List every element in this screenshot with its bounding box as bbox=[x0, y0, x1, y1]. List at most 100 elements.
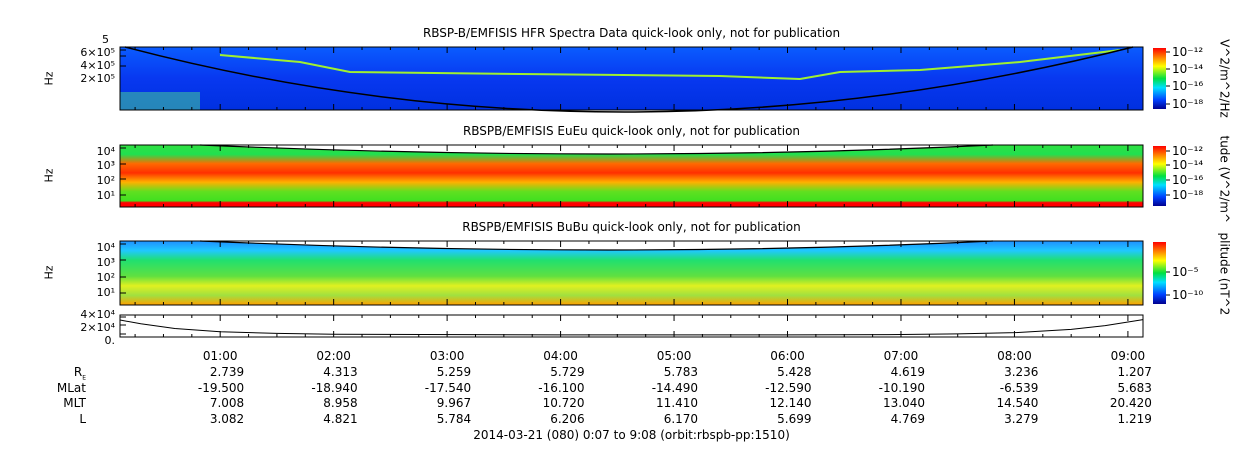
ephemeris-value: -19.500 bbox=[197, 380, 245, 395]
subscript: E bbox=[82, 374, 86, 382]
y-tick-top: 5 bbox=[102, 33, 109, 46]
colorbar-2 bbox=[1153, 146, 1166, 206]
time-label: 05:00 bbox=[656, 349, 692, 363]
ephemeris-value: 4.821 bbox=[323, 411, 358, 426]
ephemeris-value: -17.540 bbox=[424, 380, 472, 395]
fce-curve bbox=[199, 240, 994, 251]
panel-frame-1 bbox=[119, 46, 1144, 111]
colorbar-tick-label: 10⁻⁵ bbox=[1172, 265, 1199, 279]
colorbar-tick-label: 10⁻¹² bbox=[1172, 45, 1204, 59]
ephemeris-value: 12.140 bbox=[769, 396, 812, 410]
time-label: 09:00 bbox=[1110, 349, 1146, 363]
ephemeris-value: 5.783 bbox=[663, 365, 699, 379]
panel-frame-2 bbox=[119, 144, 1144, 208]
time-label: 01:00 bbox=[202, 349, 238, 363]
ephemeris-value: 8.958 bbox=[323, 396, 358, 410]
spectrogram-1 bbox=[120, 47, 1143, 110]
time-label: 07:00 bbox=[883, 349, 919, 363]
ephemeris-value: 5.699 bbox=[777, 411, 812, 426]
ephemeris-value: 4.769 bbox=[890, 411, 925, 426]
colorbar-label-1: V^2/m^2/Hz bbox=[1217, 38, 1232, 118]
data-line bbox=[119, 319, 1144, 336]
ephemeris-row-label: MLat bbox=[56, 380, 86, 395]
spectrogram-3 bbox=[120, 241, 1143, 305]
y-axis-label-2: Hz bbox=[42, 168, 56, 183]
colorbar-tick-label: 10⁻¹⁴ bbox=[1172, 62, 1204, 76]
ephemeris-value: 10.720 bbox=[542, 396, 585, 410]
ephemeris-value: 2.739 bbox=[209, 365, 245, 379]
y-tick-label: 10⁴ bbox=[96, 145, 115, 158]
colorbar-tick-label: 10⁻¹⁸ bbox=[1172, 97, 1204, 111]
y-tick-label: 10¹ bbox=[96, 286, 115, 299]
panel-title-3: RBSPB/EMFISIS BuBu quick-look only, not … bbox=[462, 220, 801, 234]
colorbar-tick-label: 10⁻¹⁶ bbox=[1172, 173, 1204, 187]
fce-curve bbox=[124, 46, 1134, 113]
colorbar-label-2: tude (V^2/m^ bbox=[1217, 135, 1232, 224]
fce-curve bbox=[199, 144, 994, 155]
y-tick-label: 10² bbox=[96, 271, 115, 284]
colorbar-label-3: plitude (nT^2 bbox=[1217, 232, 1232, 316]
panel-title-1: RBSP-B/EMFISIS HFR Spectra Data quick-lo… bbox=[422, 26, 841, 40]
ephemeris-value: 5.729 bbox=[550, 365, 585, 379]
emission-band-line bbox=[219, 49, 1121, 81]
panel-title-2: RBSPB/EMFISIS EuEu quick-look only, not … bbox=[462, 124, 801, 138]
colorbar-tick-label: 10⁻¹⁰ bbox=[1172, 288, 1204, 302]
ephemeris-value: 3.236 bbox=[1004, 365, 1039, 379]
ephemeris-value: -10.190 bbox=[878, 380, 925, 395]
ephemeris-row-label: L bbox=[79, 411, 86, 426]
ephemeris-value: 20.420 bbox=[1109, 396, 1152, 410]
ephemeris-value: 1.207 bbox=[1117, 365, 1152, 379]
ephemeris-row-label: MLT bbox=[63, 396, 86, 410]
ephemeris-value: 3.279 bbox=[1004, 411, 1039, 426]
ephemeris-value: 14.540 bbox=[996, 396, 1039, 410]
colorbar-3 bbox=[1153, 242, 1166, 304]
colorbar-tick-label: 10⁻¹⁴ bbox=[1172, 158, 1204, 172]
ephemeris-value: 5.428 bbox=[777, 365, 812, 379]
y-tick-label: 10³ bbox=[96, 159, 115, 172]
footer-caption: 2014-03-21 (080) 0:07 to 9:08 (orbit:rbs… bbox=[473, 428, 790, 442]
ephemeris-value: 4.313 bbox=[323, 365, 358, 379]
panel-frame-3 bbox=[119, 240, 1144, 306]
time-label: 03:00 bbox=[429, 349, 465, 363]
y-tick-label: 6×10⁵ bbox=[80, 46, 115, 59]
ephemeris-value: 9.967 bbox=[436, 396, 472, 410]
y-tick-label: 10⁴ bbox=[96, 241, 115, 254]
ephemeris-value: -14.490 bbox=[651, 380, 699, 395]
time-label: 06:00 bbox=[770, 349, 805, 363]
y-axis-label-1: Hz bbox=[42, 70, 56, 86]
colorbar-1 bbox=[1153, 48, 1166, 109]
colorbar-tick-label: 10⁻¹⁶ bbox=[1172, 79, 1204, 93]
y-axis-label-3: Hz bbox=[42, 265, 56, 280]
y-tick-label: 10³ bbox=[96, 256, 115, 269]
y-tick-label: 4×10⁵ bbox=[80, 59, 115, 72]
ephemeris-value: 4.619 bbox=[890, 365, 925, 379]
ephemeris-value: -16.100 bbox=[538, 380, 585, 395]
ephemeris-value: 5.784 bbox=[436, 411, 472, 426]
colorbar-tick-label: 10⁻¹⁸ bbox=[1172, 188, 1204, 202]
colorbar-tick-label: 10⁻¹² bbox=[1172, 144, 1204, 158]
ephemeris-value: 11.410 bbox=[656, 396, 699, 410]
ephemeris-value: 5.683 bbox=[1117, 380, 1152, 395]
spectrogram-4 bbox=[120, 315, 1143, 337]
y-tick-label: 10¹ bbox=[96, 189, 115, 202]
ephemeris-value: 5.259 bbox=[436, 365, 472, 379]
ephemeris-value: 1.219 bbox=[1117, 411, 1152, 426]
ephemeris-value: 6.170 bbox=[663, 411, 699, 426]
time-label: 02:00 bbox=[316, 349, 351, 363]
ephemeris-row-label: RE bbox=[73, 365, 86, 382]
y-tick-label: 0. bbox=[104, 334, 116, 347]
ephemeris-value: -18.940 bbox=[311, 380, 358, 395]
ephemeris-value: 3.082 bbox=[209, 411, 245, 426]
ephemeris-value: -6.539 bbox=[999, 380, 1039, 395]
ephemeris-value: 13.040 bbox=[882, 396, 925, 410]
panel-frame-4 bbox=[119, 314, 1144, 338]
time-label: 08:00 bbox=[997, 349, 1032, 363]
low-freq-noise bbox=[120, 92, 200, 110]
y-tick-label: 2×10⁵ bbox=[80, 72, 115, 85]
time-label: 04:00 bbox=[543, 349, 578, 363]
y-tick-label: 2×10⁴ bbox=[80, 321, 115, 334]
spectrogram-2 bbox=[120, 145, 1143, 207]
y-tick-label: 10² bbox=[96, 174, 115, 187]
